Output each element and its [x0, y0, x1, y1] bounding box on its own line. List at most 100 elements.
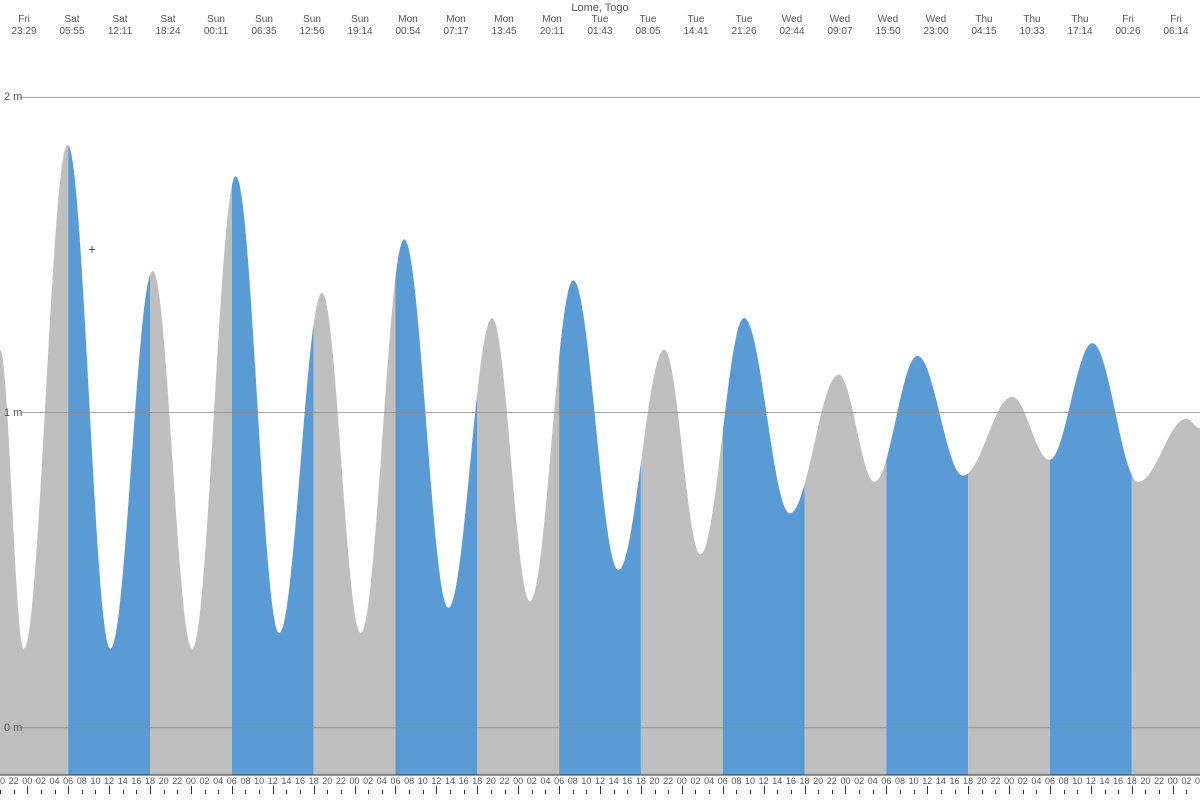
x-tick-label: 22: [1154, 776, 1164, 786]
x-tick-mark: [1145, 790, 1146, 794]
x-tick-mark: [805, 786, 806, 794]
x-tick-label: 00: [1168, 776, 1178, 786]
x-tick-label: 10: [581, 776, 591, 786]
x-tick-mark: [532, 790, 533, 794]
header-col: Fri06:14: [1151, 14, 1200, 38]
x-tick-label: 06: [1045, 776, 1055, 786]
x-tick-mark: [941, 790, 942, 794]
x-tick-label: 04: [1031, 776, 1041, 786]
header-col: Tue21:26: [719, 14, 769, 38]
header-col: Mon20:11: [527, 14, 577, 38]
header-col: Sat05:55: [47, 14, 97, 38]
x-tick-label: 00: [513, 776, 523, 786]
y-tick-label: 2 m: [4, 91, 22, 103]
x-tick-mark: [586, 790, 587, 794]
x-tick-label: 20: [977, 776, 987, 786]
x-tick-label: 12: [104, 776, 114, 786]
x-tick-mark: [82, 790, 83, 794]
x-tick-label: 22: [663, 776, 673, 786]
x-tick-mark: [518, 786, 519, 794]
x-tick-label: 22: [500, 776, 510, 786]
x-tick-mark: [232, 786, 233, 794]
x-tick-mark: [382, 790, 383, 794]
x-tick-label: 00: [677, 776, 687, 786]
x-tick-label: 10: [909, 776, 919, 786]
tide-chart: Lome, Togo Fri23:29Sat05:55Sat12:11Sat18…: [0, 0, 1200, 800]
x-tick-label: 08: [895, 776, 905, 786]
x-tick-label: 08: [77, 776, 87, 786]
x-tick-label: 06: [881, 776, 891, 786]
x-tick-label: 04: [540, 776, 550, 786]
x-tick-label: 02: [1181, 776, 1191, 786]
x-tick-label: 16: [950, 776, 960, 786]
x-tick-mark: [327, 790, 328, 794]
header-col: Sun06:35: [239, 14, 289, 38]
x-tick-mark: [464, 790, 465, 794]
x-tick-mark: [955, 790, 956, 794]
x-tick-mark: [273, 786, 274, 794]
x-tick-label: 20: [159, 776, 169, 786]
x-tick-mark: [1105, 790, 1106, 794]
x-tick-label: 20: [486, 776, 496, 786]
x-tick-mark: [164, 790, 165, 794]
x-tick-mark: [886, 786, 887, 794]
x-tick-mark: [832, 790, 833, 794]
x-tick-label: 04: [377, 776, 387, 786]
x-tick-label: 08: [404, 776, 414, 786]
x-tick-mark: [395, 786, 396, 794]
x-tick-mark: [423, 790, 424, 794]
x-tick-mark: [450, 790, 451, 794]
x-tick-mark: [300, 790, 301, 794]
x-tick-label: 06: [227, 776, 237, 786]
header-col: Wed02:44: [767, 14, 817, 38]
header-col: Wed15:50: [863, 14, 913, 38]
x-tick-mark: [1050, 786, 1051, 794]
x-tick-mark: [355, 786, 356, 794]
chart-title: Lome, Togo: [571, 2, 628, 14]
x-tick-mark: [627, 790, 628, 794]
x-tick-label: 12: [268, 776, 278, 786]
x-tick-label: 02: [690, 776, 700, 786]
x-tick-mark: [845, 786, 846, 794]
x-tick-label: 02: [36, 776, 46, 786]
x-tick-label: 16: [459, 776, 469, 786]
x-tick-mark: [123, 790, 124, 794]
x-tick-label: 18: [800, 776, 810, 786]
header-col: Tue14:41: [671, 14, 721, 38]
x-tick-mark: [41, 790, 42, 794]
x-tick-label: 14: [118, 776, 128, 786]
x-tick-mark: [368, 790, 369, 794]
x-tick-mark: [900, 790, 901, 794]
x-tick-label: 16: [786, 776, 796, 786]
x-tick-label: 04: [50, 776, 60, 786]
x-tick-label: 18: [472, 776, 482, 786]
x-tick-mark: [545, 790, 546, 794]
x-tick-label: 16: [295, 776, 305, 786]
x-tick-mark: [1159, 790, 1160, 794]
x-tick-mark: [14, 790, 15, 794]
x-tick-label: 04: [1195, 776, 1200, 786]
x-tick-mark: [505, 790, 506, 794]
x-tick-label: 10: [90, 776, 100, 786]
x-tick-mark: [1077, 790, 1078, 794]
x-tick-label: 04: [213, 776, 223, 786]
x-tick-label: 14: [1100, 776, 1110, 786]
header-col: Sun12:56: [287, 14, 337, 38]
x-tick-label: 00: [22, 776, 32, 786]
x-tick-mark: [68, 786, 69, 794]
x-tick-label: 22: [336, 776, 346, 786]
x-tick-mark: [736, 790, 737, 794]
x-tick-label: 02: [363, 776, 373, 786]
x-tick-mark: [1036, 790, 1037, 794]
header-col: Fri23:29: [0, 14, 49, 38]
x-tick-label: 20: [650, 776, 660, 786]
x-tick-mark: [1091, 786, 1092, 794]
x-tick-mark: [218, 790, 219, 794]
x-tick-mark: [1132, 786, 1133, 794]
x-tick-mark: [205, 790, 206, 794]
x-tick-label: 02: [200, 776, 210, 786]
header-col: Fri00:26: [1103, 14, 1153, 38]
x-tick-label: 10: [745, 776, 755, 786]
x-tick-mark: [245, 790, 246, 794]
x-tick-label: 16: [131, 776, 141, 786]
